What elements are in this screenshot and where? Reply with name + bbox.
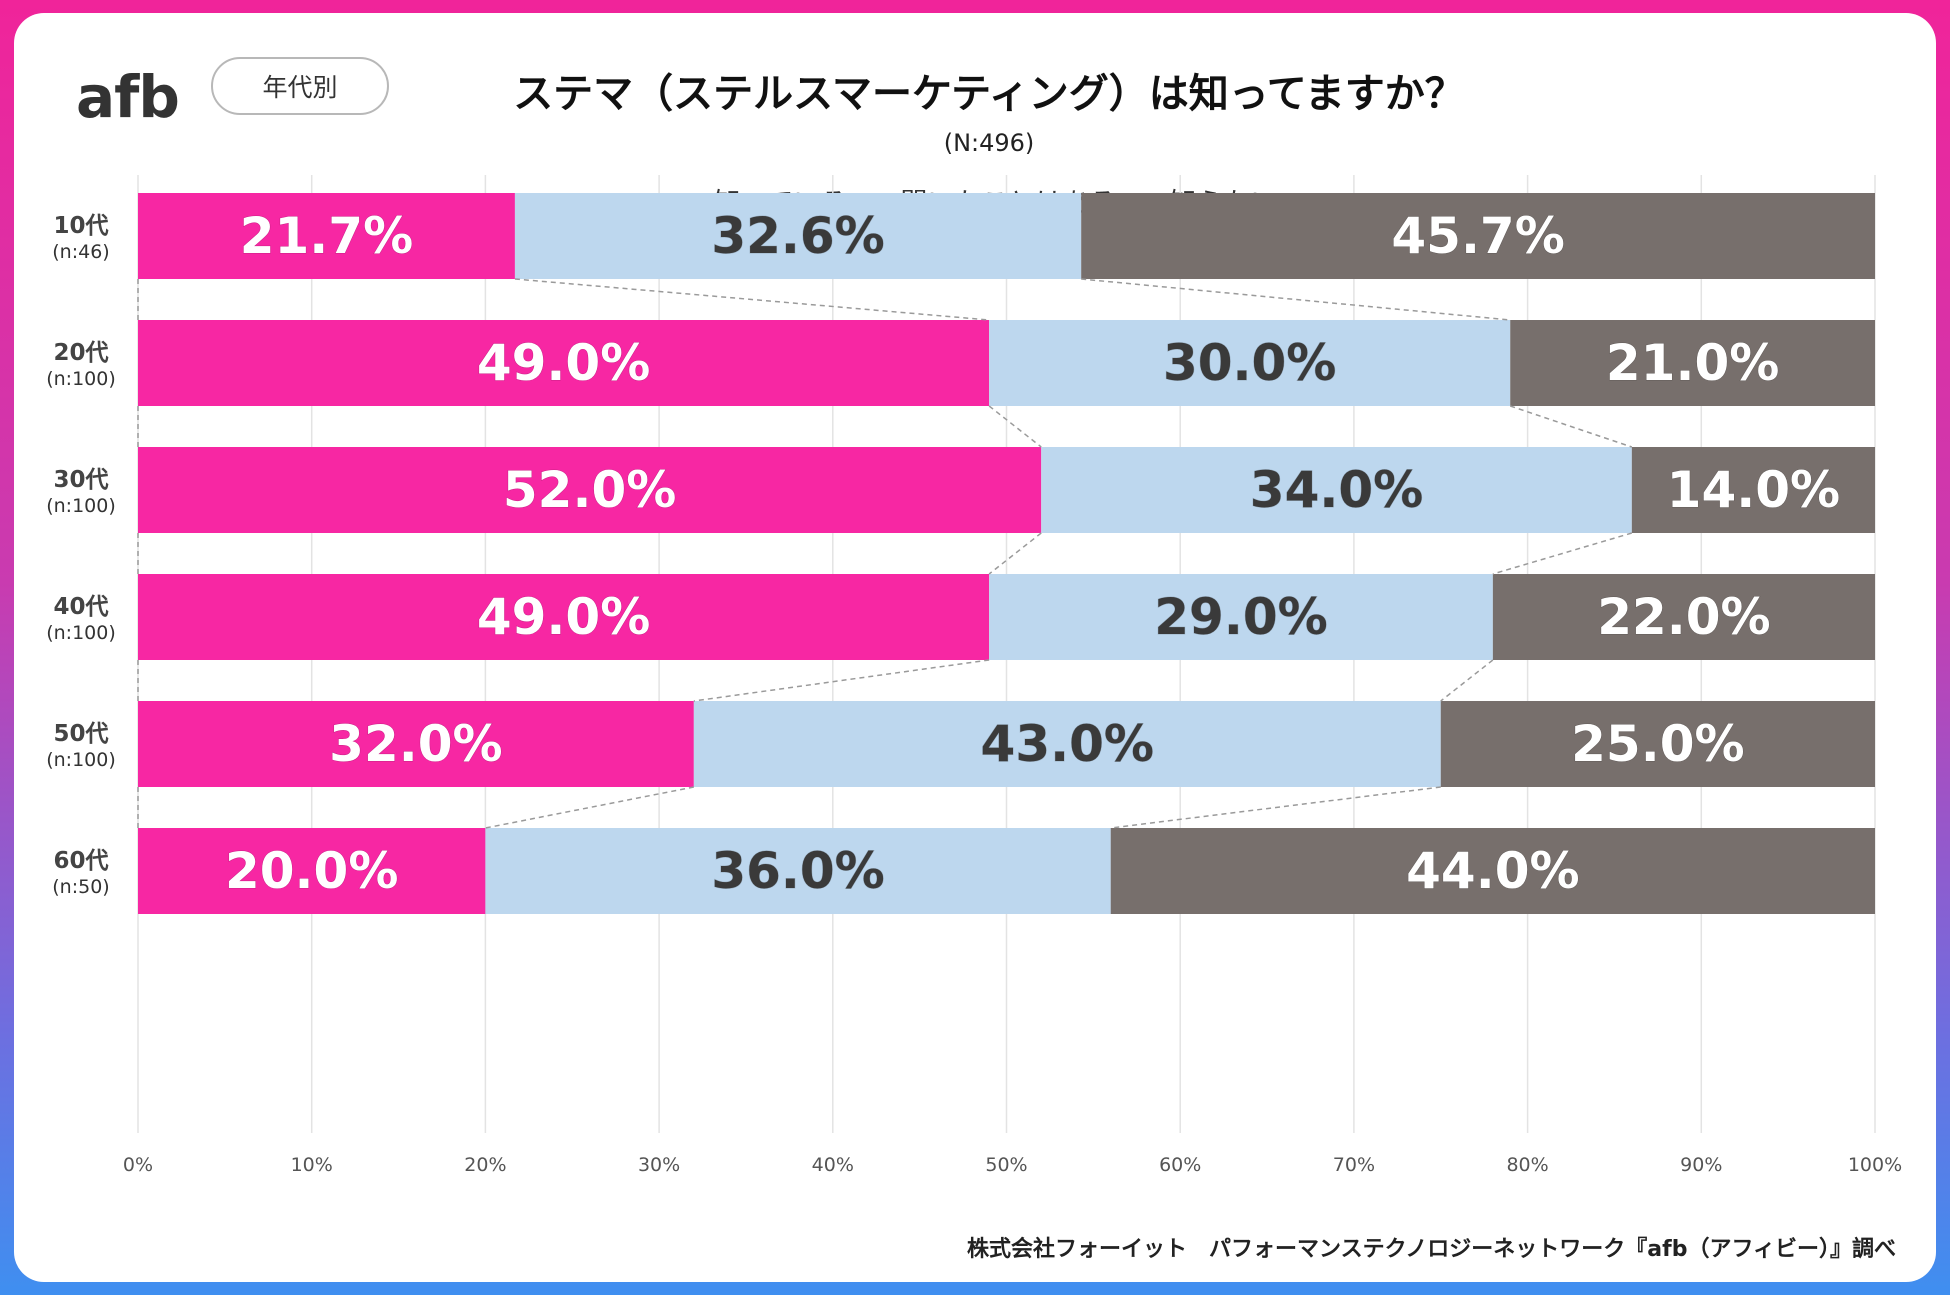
bar-segment — [514, 193, 1082, 279]
data-label: 20.0% — [225, 842, 398, 900]
series-line — [1440, 659, 1494, 702]
x-tick-label: 10% — [291, 1154, 333, 1176]
category-label: 50代 — [53, 721, 108, 747]
series-line — [1509, 405, 1633, 448]
data-label: 45.7% — [1391, 207, 1564, 265]
series-line — [1081, 278, 1511, 321]
bar-segment — [138, 320, 990, 406]
x-tick-label: 30% — [638, 1154, 680, 1176]
category-label: 30代 — [53, 467, 108, 493]
data-label: 34.0% — [1250, 461, 1423, 519]
x-tick-label: 50% — [985, 1154, 1027, 1176]
category-label: 40代 — [53, 594, 108, 620]
logo-text: afb — [76, 63, 180, 131]
stacked-bar-chart: 0% 10% 20% 30% 40% 50% 60% 70% 80% 90% 100% 21.7% 32… — [46, 175, 1902, 1176]
bar-segment — [1081, 193, 1875, 279]
bar-segment — [989, 574, 1493, 660]
category-sublabel: (n:50) — [52, 876, 109, 898]
category-sublabel: (n:100) — [46, 368, 116, 390]
bar-segment — [138, 574, 990, 660]
data-label: 21.7% — [240, 207, 413, 265]
series-line — [693, 659, 990, 702]
data-label: 14.0% — [1667, 461, 1840, 519]
afb-logo: afb — [76, 63, 180, 131]
age-group-pill: 年代別 — [211, 57, 389, 115]
data-label: 32.6% — [711, 207, 884, 265]
chart-subtitle: (N:496) — [943, 129, 1035, 157]
bar-segment — [1492, 574, 1875, 660]
bar-segment — [1110, 828, 1875, 914]
data-label: 29.0% — [1154, 588, 1327, 646]
x-tick-label: 20% — [464, 1154, 506, 1176]
data-label: 30.0% — [1163, 334, 1336, 392]
bar-segment — [1631, 447, 1875, 533]
bar-segment — [989, 320, 1511, 406]
bar-segment — [485, 828, 1111, 914]
category-sublabel: (n:100) — [46, 622, 116, 644]
series-line — [485, 786, 694, 829]
bar-segment — [1440, 701, 1875, 787]
data-label: 32.0% — [329, 715, 502, 773]
data-label: 43.0% — [981, 715, 1154, 773]
category-sublabel: (n:46) — [52, 241, 109, 263]
bar-segment — [138, 447, 1042, 533]
data-label: 49.0% — [477, 588, 650, 646]
series-line — [1110, 786, 1441, 829]
series-line — [988, 405, 1042, 448]
category-label: 60代 — [53, 848, 108, 874]
data-label: 36.0% — [711, 842, 884, 900]
bar-segment — [1041, 447, 1632, 533]
data-label: 52.0% — [503, 461, 676, 519]
bar-segment — [1510, 320, 1875, 406]
data-label: 44.0% — [1406, 842, 1579, 900]
data-label: 21.0% — [1606, 334, 1779, 392]
x-tick-label: 70% — [1333, 1154, 1375, 1176]
x-tick-label: 100% — [1848, 1154, 1902, 1176]
category-sublabel: (n:100) — [46, 749, 116, 771]
bar-segment — [138, 701, 694, 787]
data-label: 49.0% — [477, 334, 650, 392]
bar-segment — [693, 701, 1441, 787]
x-tick-label: 90% — [1680, 1154, 1722, 1176]
series-line — [514, 278, 990, 321]
footer-credit: 株式会社フォーイット パフォーマンステクノロジーネットワーク『afb（アフィビー… — [967, 1237, 1896, 1262]
x-tick-label: 60% — [1159, 1154, 1201, 1176]
category-label: 20代 — [53, 340, 108, 366]
series-line — [1492, 532, 1633, 575]
x-tick-label: 80% — [1506, 1154, 1548, 1176]
category-sublabel: (n:100) — [46, 495, 116, 517]
chart-title: ステマ（ステルスマーケティング）は知ってますか？ — [513, 71, 1465, 117]
x-tick-label: 40% — [812, 1154, 854, 1176]
bar-segment — [138, 193, 515, 279]
x-tick-label: 0% — [123, 1154, 153, 1176]
data-label: 22.0% — [1597, 588, 1770, 646]
bar-segment — [138, 828, 486, 914]
data-label: 25.0% — [1571, 715, 1744, 773]
chart-card: afb 年代別 ステマ（ステルスマーケティング）は知ってますか？ (N:496)… — [14, 13, 1936, 1282]
series-line — [988, 532, 1042, 575]
category-label: 10代 — [53, 213, 108, 239]
